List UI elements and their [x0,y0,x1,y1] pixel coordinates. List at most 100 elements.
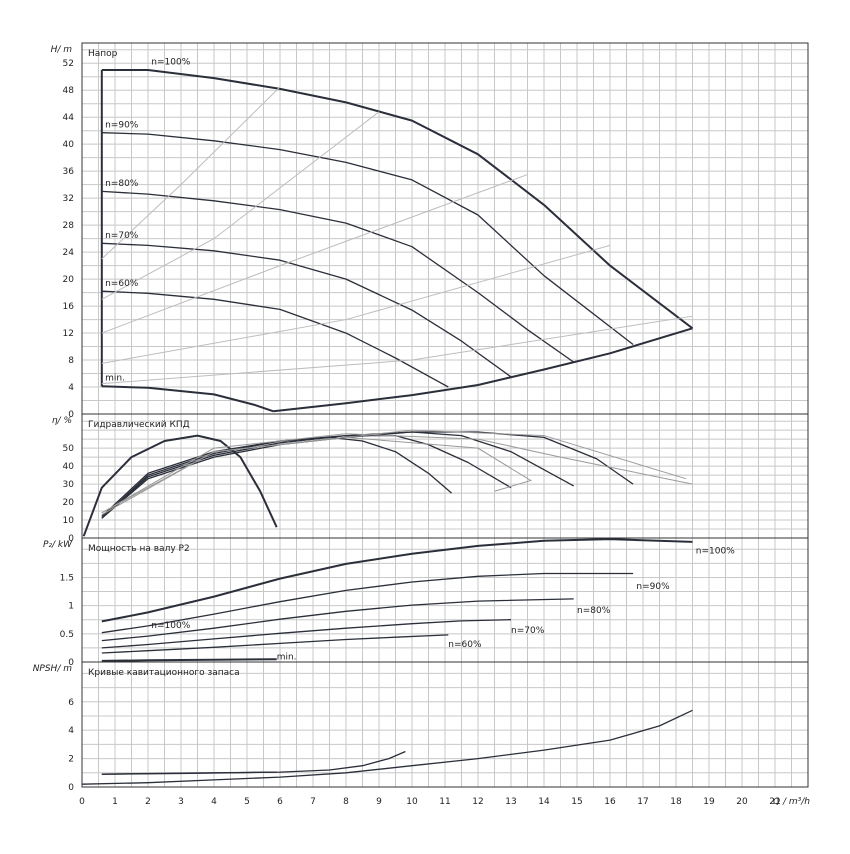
curve-1-3 [101,431,575,519]
y-tick-label: 20 [63,498,75,508]
x-tick-label: 7 [310,797,316,807]
y-tick-label: 4 [68,726,74,736]
y-tick-label: 30 [63,480,75,490]
head-curve-label: n=60% [105,279,139,289]
curve-0-0 [101,69,694,330]
x-tick-label: 15 [571,797,582,807]
x-tick-label: 17 [637,797,648,807]
y-axis-label: H/ m [51,45,73,55]
power-curve-label: n=90% [636,582,670,592]
curve-2-1 [101,572,634,634]
y-axis-label: P₂/ kW [43,540,73,550]
curve-2-5 [101,658,277,662]
curve-2-2 [101,598,574,642]
efficiency-grey-curve [101,433,693,514]
x-tick-label: 11 [439,797,450,807]
x-tick-label: 1 [112,797,118,807]
system-curve [101,244,611,364]
power-curve-label: n=100% [696,546,735,556]
x-tick-label: 18 [670,797,682,807]
y-tick-label: 36 [63,167,75,177]
x-tick-label: 4 [211,797,217,807]
y-tick-label: 50 [63,444,75,454]
x-tick-label: 9 [376,797,382,807]
power-curve-label: n=70% [511,626,545,636]
x-tick-label: 21 [769,797,780,807]
y-tick-label: 0 [68,658,74,668]
curve-1-0 [82,434,278,537]
head-curve-label: n=70% [105,231,139,241]
panel-frame [81,661,809,788]
curve-2-4 [101,634,449,654]
panel-title: Гидравлический КПД [88,420,190,430]
power-curve-label: min. [277,652,297,662]
y-tick-label: 0 [68,783,74,793]
panel-title: Мощность на валу P2 [88,544,190,554]
curve-layer [81,69,694,785]
y-tick-label: 0 [68,410,74,420]
y-tick-label: 28 [63,221,75,231]
y-tick-label: 0.5 [60,630,74,640]
y-axis-label: η/ % [52,416,72,426]
y-tick-label: 16 [63,302,75,312]
system-curve [101,111,380,300]
curve-2-3 [101,619,512,649]
curve-3-2 [101,771,277,775]
power-curve-label: n=60% [448,640,482,650]
x-axis-label: Q / m³/h [773,797,810,807]
y-tick-label: 2 [68,755,74,765]
power-curve-label: n=100% [151,621,190,631]
curve-0-2 [101,190,575,363]
head-curve-label: min. [105,373,125,383]
y-tick-label: 1 [68,602,74,612]
system-curve [101,315,693,385]
x-tick-label: 5 [244,797,250,807]
y-tick-label: 52 [63,59,74,69]
x-tick-label: 20 [736,797,748,807]
x-tick-label: 8 [343,797,349,807]
y-tick-label: 6 [68,698,74,708]
x-tick-label: 0 [79,797,85,807]
x-tick-label: 3 [178,797,184,807]
y-tick-label: 10 [63,516,75,526]
system-curve [101,174,528,334]
curve-2-0 [101,538,693,623]
curve-0-1 [101,132,634,346]
head-max-boundary [273,327,693,413]
y-tick-label: 32 [63,194,74,204]
y-tick-label: 1.5 [60,573,74,583]
efficiency-grey-curve [101,429,687,516]
y-tick-label: 20 [63,275,75,285]
y-tick-label: 4 [68,383,74,393]
x-tick-label: 10 [406,797,418,807]
curve-0-4 [101,290,449,388]
power-curve-label: n=80% [577,606,611,616]
x-tick-label: 14 [538,797,550,807]
curve-0-5 [101,385,274,413]
panel-title: Кривые кавитационного запаса [88,668,240,678]
curve-0-3 [101,242,512,378]
y-tick-label: 48 [63,86,75,96]
y-tick-label: 8 [68,356,74,366]
x-tick-label: 6 [277,797,283,807]
panel-title: Напор [88,49,118,59]
system-curve [101,86,281,260]
x-tick-label: 12 [472,797,483,807]
x-tick-label: 2 [145,797,151,807]
head-curve-label: n=100% [151,58,190,68]
y-tick-label: 12 [63,329,74,339]
y-tick-label: 40 [63,140,75,150]
y-axis-label: NPSH/ m [33,664,73,674]
head-curve-label: n=90% [105,120,139,130]
x-tick-label: 19 [703,797,715,807]
curve-3-0 [81,709,693,785]
x-tick-label: 13 [505,797,516,807]
y-tick-label: 24 [63,248,75,258]
y-tick-label: 44 [63,113,75,123]
y-tick-label: 40 [63,462,75,472]
y-tick-label: 0 [68,534,74,544]
head-curve-label: n=80% [105,179,139,189]
